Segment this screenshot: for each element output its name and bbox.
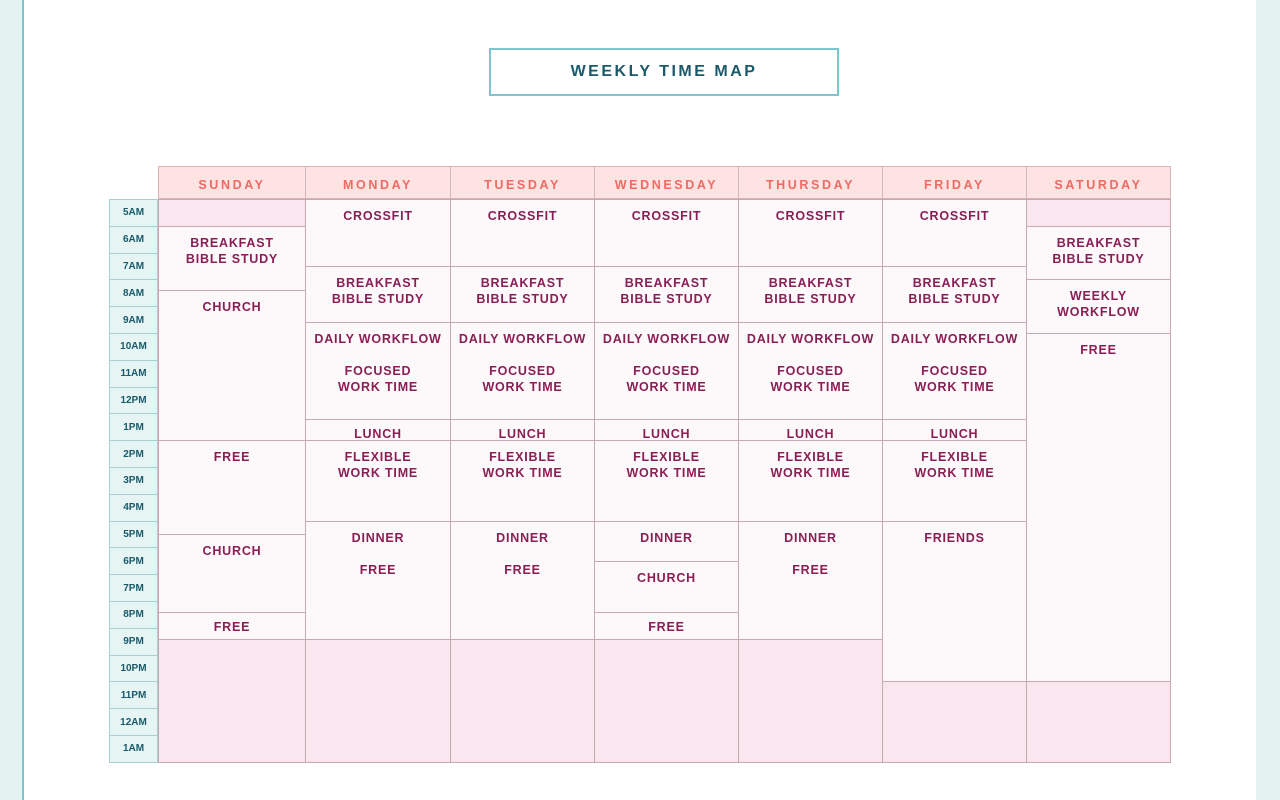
wednesday-block-crossfit: CROSSFIT (594, 199, 739, 267)
monday-block-breakfast: BREAKFAST BIBLE STUDY (305, 266, 451, 324)
monday-block-lunch: LUNCH (305, 418, 451, 442)
wednesday-block-breakfast: BREAKFAST BIBLE STUDY (594, 266, 739, 324)
saturday-block-free: FREE (1026, 333, 1171, 683)
friday-block-flexible: FLEXIBLE WORK TIME (882, 440, 1027, 522)
time-label-2pm: 2PM (109, 440, 158, 468)
thursday-block-flexible: FLEXIBLE WORK TIME (738, 440, 883, 522)
thursday-block-empty (738, 638, 883, 763)
wednesday-block-free: FREE (594, 611, 739, 640)
tuesday-block-daily-workflow: DAILY WORKFLOW FOCUSED WORK TIME (450, 322, 595, 420)
tuesday-block-dinner: DINNER FREE (450, 520, 595, 640)
wednesday-block-empty (594, 638, 739, 763)
day-header-friday: FRIDAY (882, 166, 1027, 199)
time-label-3pm: 3PM (109, 467, 158, 495)
friday-block-crossfit: CROSSFIT (882, 199, 1027, 267)
wednesday-block-flexible: FLEXIBLE WORK TIME (594, 440, 739, 522)
time-label-11pm: 11PM (109, 681, 158, 710)
sunday-block-empty (158, 638, 306, 763)
time-label-11am: 11AM (109, 359, 158, 388)
saturday-block-breakfast: BREAKFAST BIBLE STUDY (1026, 225, 1171, 281)
tuesday-block-crossfit: CROSSFIT (450, 199, 595, 267)
wednesday-block-daily-workflow: DAILY WORKFLOW FOCUSED WORK TIME (594, 322, 739, 420)
time-label-5pm: 5PM (109, 520, 158, 549)
sunday-block-breakfast: BREAKFAST BIBLE STUDY (158, 225, 306, 292)
time-label-7am: 7AM (109, 252, 158, 281)
day-header-monday: MONDAY (305, 166, 451, 199)
day-header-thursday: THURSDAY (738, 166, 883, 199)
wednesday-block-lunch: LUNCH (594, 418, 739, 442)
saturday-block-weekly: WEEKLY WORKFLOW (1026, 279, 1171, 334)
day-header-wednesday: WEDNESDAY (594, 166, 739, 199)
page-title: WEEKLY TIME MAP (489, 48, 839, 96)
sunday-block-free: FREE (158, 440, 306, 535)
friday-block-friends: FRIENDS (882, 520, 1027, 683)
friday-block-lunch: LUNCH (882, 418, 1027, 442)
time-label-10am: 10AM (109, 333, 158, 361)
sunday-block-free: FREE (158, 611, 306, 640)
saturday-block-empty (1026, 199, 1171, 227)
time-label-4pm: 4PM (109, 493, 158, 522)
thursday-block-breakfast: BREAKFAST BIBLE STUDY (738, 266, 883, 324)
thursday-block-lunch: LUNCH (738, 418, 883, 442)
monday-block-empty (305, 638, 451, 763)
time-label-10pm: 10PM (109, 654, 158, 683)
tuesday-block-empty (450, 638, 595, 763)
friday-block-empty (882, 681, 1027, 763)
time-label-9pm: 9PM (109, 627, 158, 656)
friday-block-daily-workflow: DAILY WORKFLOW FOCUSED WORK TIME (882, 322, 1027, 420)
wednesday-block-church: CHURCH (594, 560, 739, 613)
thursday-block-daily-workflow: DAILY WORKFLOW FOCUSED WORK TIME (738, 322, 883, 420)
time-label-6pm: 6PM (109, 547, 158, 576)
time-label-8am: 8AM (109, 279, 158, 308)
thursday-block-crossfit: CROSSFIT (738, 199, 883, 267)
monday-block-flexible: FLEXIBLE WORK TIME (305, 440, 451, 522)
day-header-saturday: SATURDAY (1026, 166, 1171, 199)
wednesday-block-dinner: DINNER (594, 520, 739, 562)
day-header-tuesday: TUESDAY (450, 166, 595, 199)
time-label-1am: 1AM (109, 735, 158, 763)
monday-block-daily-workflow: DAILY WORKFLOW FOCUSED WORK TIME (305, 322, 451, 420)
monday-block-crossfit: CROSSFIT (305, 199, 451, 267)
time-label-6am: 6AM (109, 225, 158, 254)
time-label-9am: 9AM (109, 306, 158, 334)
sunday-block-church: CHURCH (158, 534, 306, 613)
friday-block-breakfast: BREAKFAST BIBLE STUDY (882, 266, 1027, 324)
monday-block-dinner: DINNER FREE (305, 520, 451, 640)
day-header-sunday: SUNDAY (158, 166, 306, 199)
tuesday-block-flexible: FLEXIBLE WORK TIME (450, 440, 595, 522)
time-label-7pm: 7PM (109, 574, 158, 602)
sunday-block-church: CHURCH (158, 290, 306, 442)
sunday-block-empty (158, 199, 306, 227)
time-label-1pm: 1PM (109, 413, 158, 442)
time-label-5am: 5AM (109, 199, 158, 227)
time-label-8pm: 8PM (109, 601, 158, 629)
saturday-block-empty (1026, 681, 1171, 763)
time-label-12am: 12AM (109, 708, 158, 736)
thursday-block-dinner: DINNER FREE (738, 520, 883, 640)
tuesday-block-breakfast: BREAKFAST BIBLE STUDY (450, 266, 595, 324)
time-label-12pm: 12PM (109, 386, 158, 415)
tuesday-block-lunch: LUNCH (450, 418, 595, 442)
